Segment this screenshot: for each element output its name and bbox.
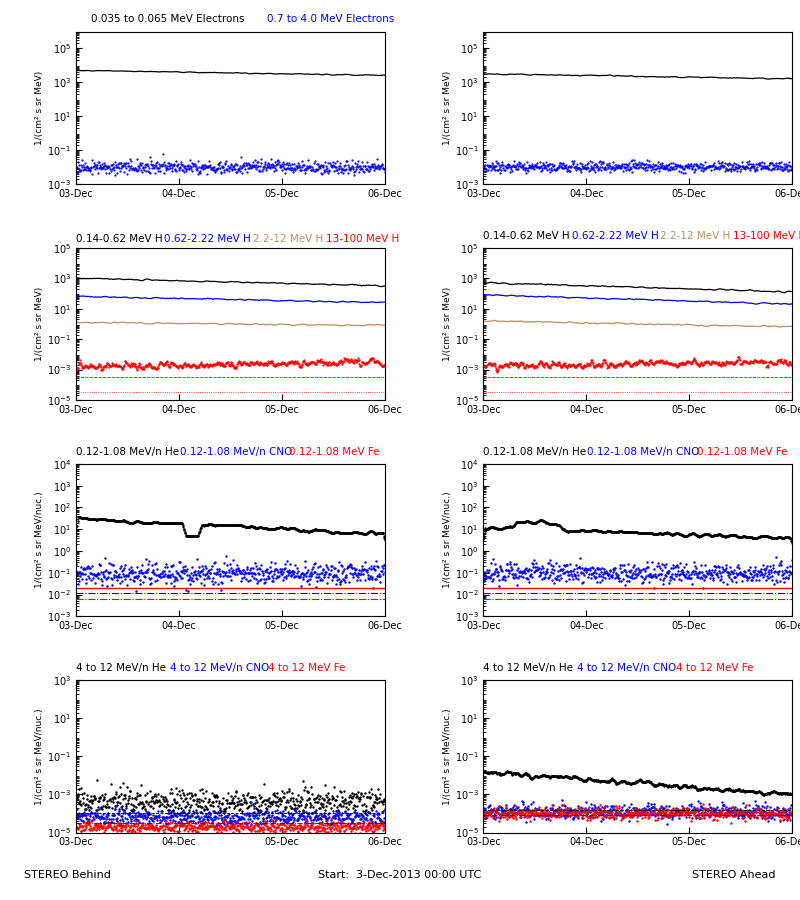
- Text: 4 to 12 MeV Fe: 4 to 12 MeV Fe: [676, 663, 760, 673]
- Y-axis label: 1/(cm² s sr MeV/nuc.): 1/(cm² s sr MeV/nuc.): [35, 491, 44, 589]
- Y-axis label: 1/(cm² s sr MeV/nuc.): 1/(cm² s sr MeV/nuc.): [35, 708, 44, 805]
- Text: 0.035 to 0.065 MeV Electrons: 0.035 to 0.065 MeV Electrons: [91, 14, 245, 24]
- Text: 2.2-12 MeV H: 2.2-12 MeV H: [253, 234, 330, 244]
- Text: STEREO Ahead: STEREO Ahead: [693, 869, 776, 879]
- Text: 2.2-12 MeV H: 2.2-12 MeV H: [660, 230, 737, 240]
- Text: 0.62-2.22 MeV H: 0.62-2.22 MeV H: [572, 230, 665, 240]
- Text: 4 to 12 MeV Fe: 4 to 12 MeV Fe: [269, 663, 352, 673]
- Text: 13-100 MeV H: 13-100 MeV H: [733, 230, 800, 240]
- Text: 4 to 12 MeV/n CNO: 4 to 12 MeV/n CNO: [170, 663, 275, 673]
- Y-axis label: 1/(cm² s sr MeV/nuc.): 1/(cm² s sr MeV/nuc.): [442, 708, 452, 805]
- Y-axis label: 1/(cm² s sr MeV): 1/(cm² s sr MeV): [35, 70, 44, 145]
- Text: 0.12-1.08 MeV/n He: 0.12-1.08 MeV/n He: [76, 446, 186, 457]
- Text: 0.62-2.22 MeV H: 0.62-2.22 MeV H: [165, 234, 258, 244]
- Text: Start:  3-Dec-2013 00:00 UTC: Start: 3-Dec-2013 00:00 UTC: [318, 869, 482, 879]
- Text: 13-100 MeV H: 13-100 MeV H: [326, 234, 406, 244]
- Text: 0.12-1.08 MeV Fe: 0.12-1.08 MeV Fe: [697, 446, 794, 457]
- Text: 0.12-1.08 MeV Fe: 0.12-1.08 MeV Fe: [290, 446, 386, 457]
- Text: 4 to 12 MeV/n He: 4 to 12 MeV/n He: [483, 663, 580, 673]
- Text: 4 to 12 MeV/n CNO: 4 to 12 MeV/n CNO: [577, 663, 682, 673]
- Text: 4 to 12 MeV/n He: 4 to 12 MeV/n He: [76, 663, 173, 673]
- Y-axis label: 1/(cm² s sr MeV): 1/(cm² s sr MeV): [35, 287, 44, 361]
- Y-axis label: 1/(cm² s sr MeV/nuc.): 1/(cm² s sr MeV/nuc.): [442, 491, 452, 589]
- Text: 0.7 to 4.0 MeV Electrons: 0.7 to 4.0 MeV Electrons: [267, 14, 394, 24]
- Text: 0.12-1.08 MeV/n CNO: 0.12-1.08 MeV/n CNO: [587, 446, 706, 457]
- Text: 0.14-0.62 MeV H: 0.14-0.62 MeV H: [483, 230, 577, 240]
- Text: 0.12-1.08 MeV/n He: 0.12-1.08 MeV/n He: [483, 446, 593, 457]
- Y-axis label: 1/(cm² s sr MeV): 1/(cm² s sr MeV): [442, 287, 452, 361]
- Text: STEREO Behind: STEREO Behind: [24, 869, 111, 879]
- Text: 0.14-0.62 MeV H: 0.14-0.62 MeV H: [76, 234, 169, 244]
- Y-axis label: 1/(cm² s sr MeV): 1/(cm² s sr MeV): [442, 70, 452, 145]
- Text: 0.12-1.08 MeV/n CNO: 0.12-1.08 MeV/n CNO: [180, 446, 299, 457]
